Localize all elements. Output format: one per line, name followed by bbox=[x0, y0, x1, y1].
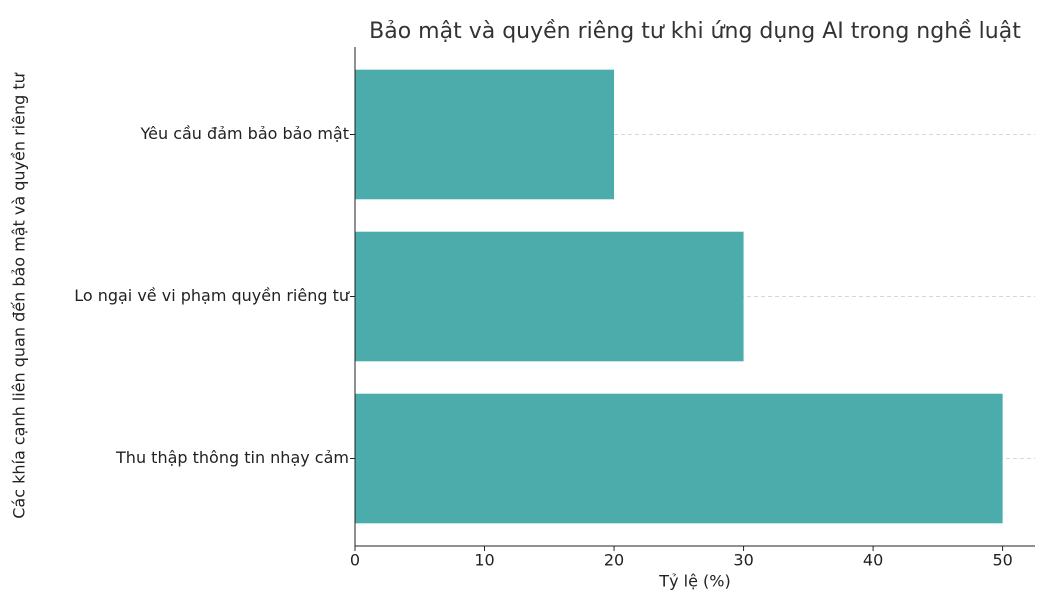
x-axis-label: Tỷ lệ (%) bbox=[658, 572, 730, 591]
chart-title: Bảo mật và quyền riêng tư khi ứng dụng A… bbox=[369, 19, 1021, 44]
x-tick-label: 40 bbox=[863, 551, 883, 570]
y-axis-label: Các khía cạnh liên quan đến bảo mật và q… bbox=[10, 72, 29, 518]
y-tick-label: Yêu cầu đảm bảo bảo mật bbox=[139, 124, 349, 143]
y-tick-label: Lo ngại về vi phạm quyền riêng tư bbox=[74, 286, 350, 305]
bar bbox=[355, 69, 615, 200]
y-tick-label: Thu thập thông tin nhạy cảm bbox=[115, 448, 349, 467]
x-tick-label: 20 bbox=[604, 551, 624, 570]
bar bbox=[355, 231, 744, 362]
x-tick-label: 10 bbox=[474, 551, 494, 570]
x-tick-label: 30 bbox=[733, 551, 753, 570]
x-tick-label: 0 bbox=[350, 551, 360, 570]
x-tick-label: 50 bbox=[992, 551, 1012, 570]
bar bbox=[355, 393, 1003, 524]
